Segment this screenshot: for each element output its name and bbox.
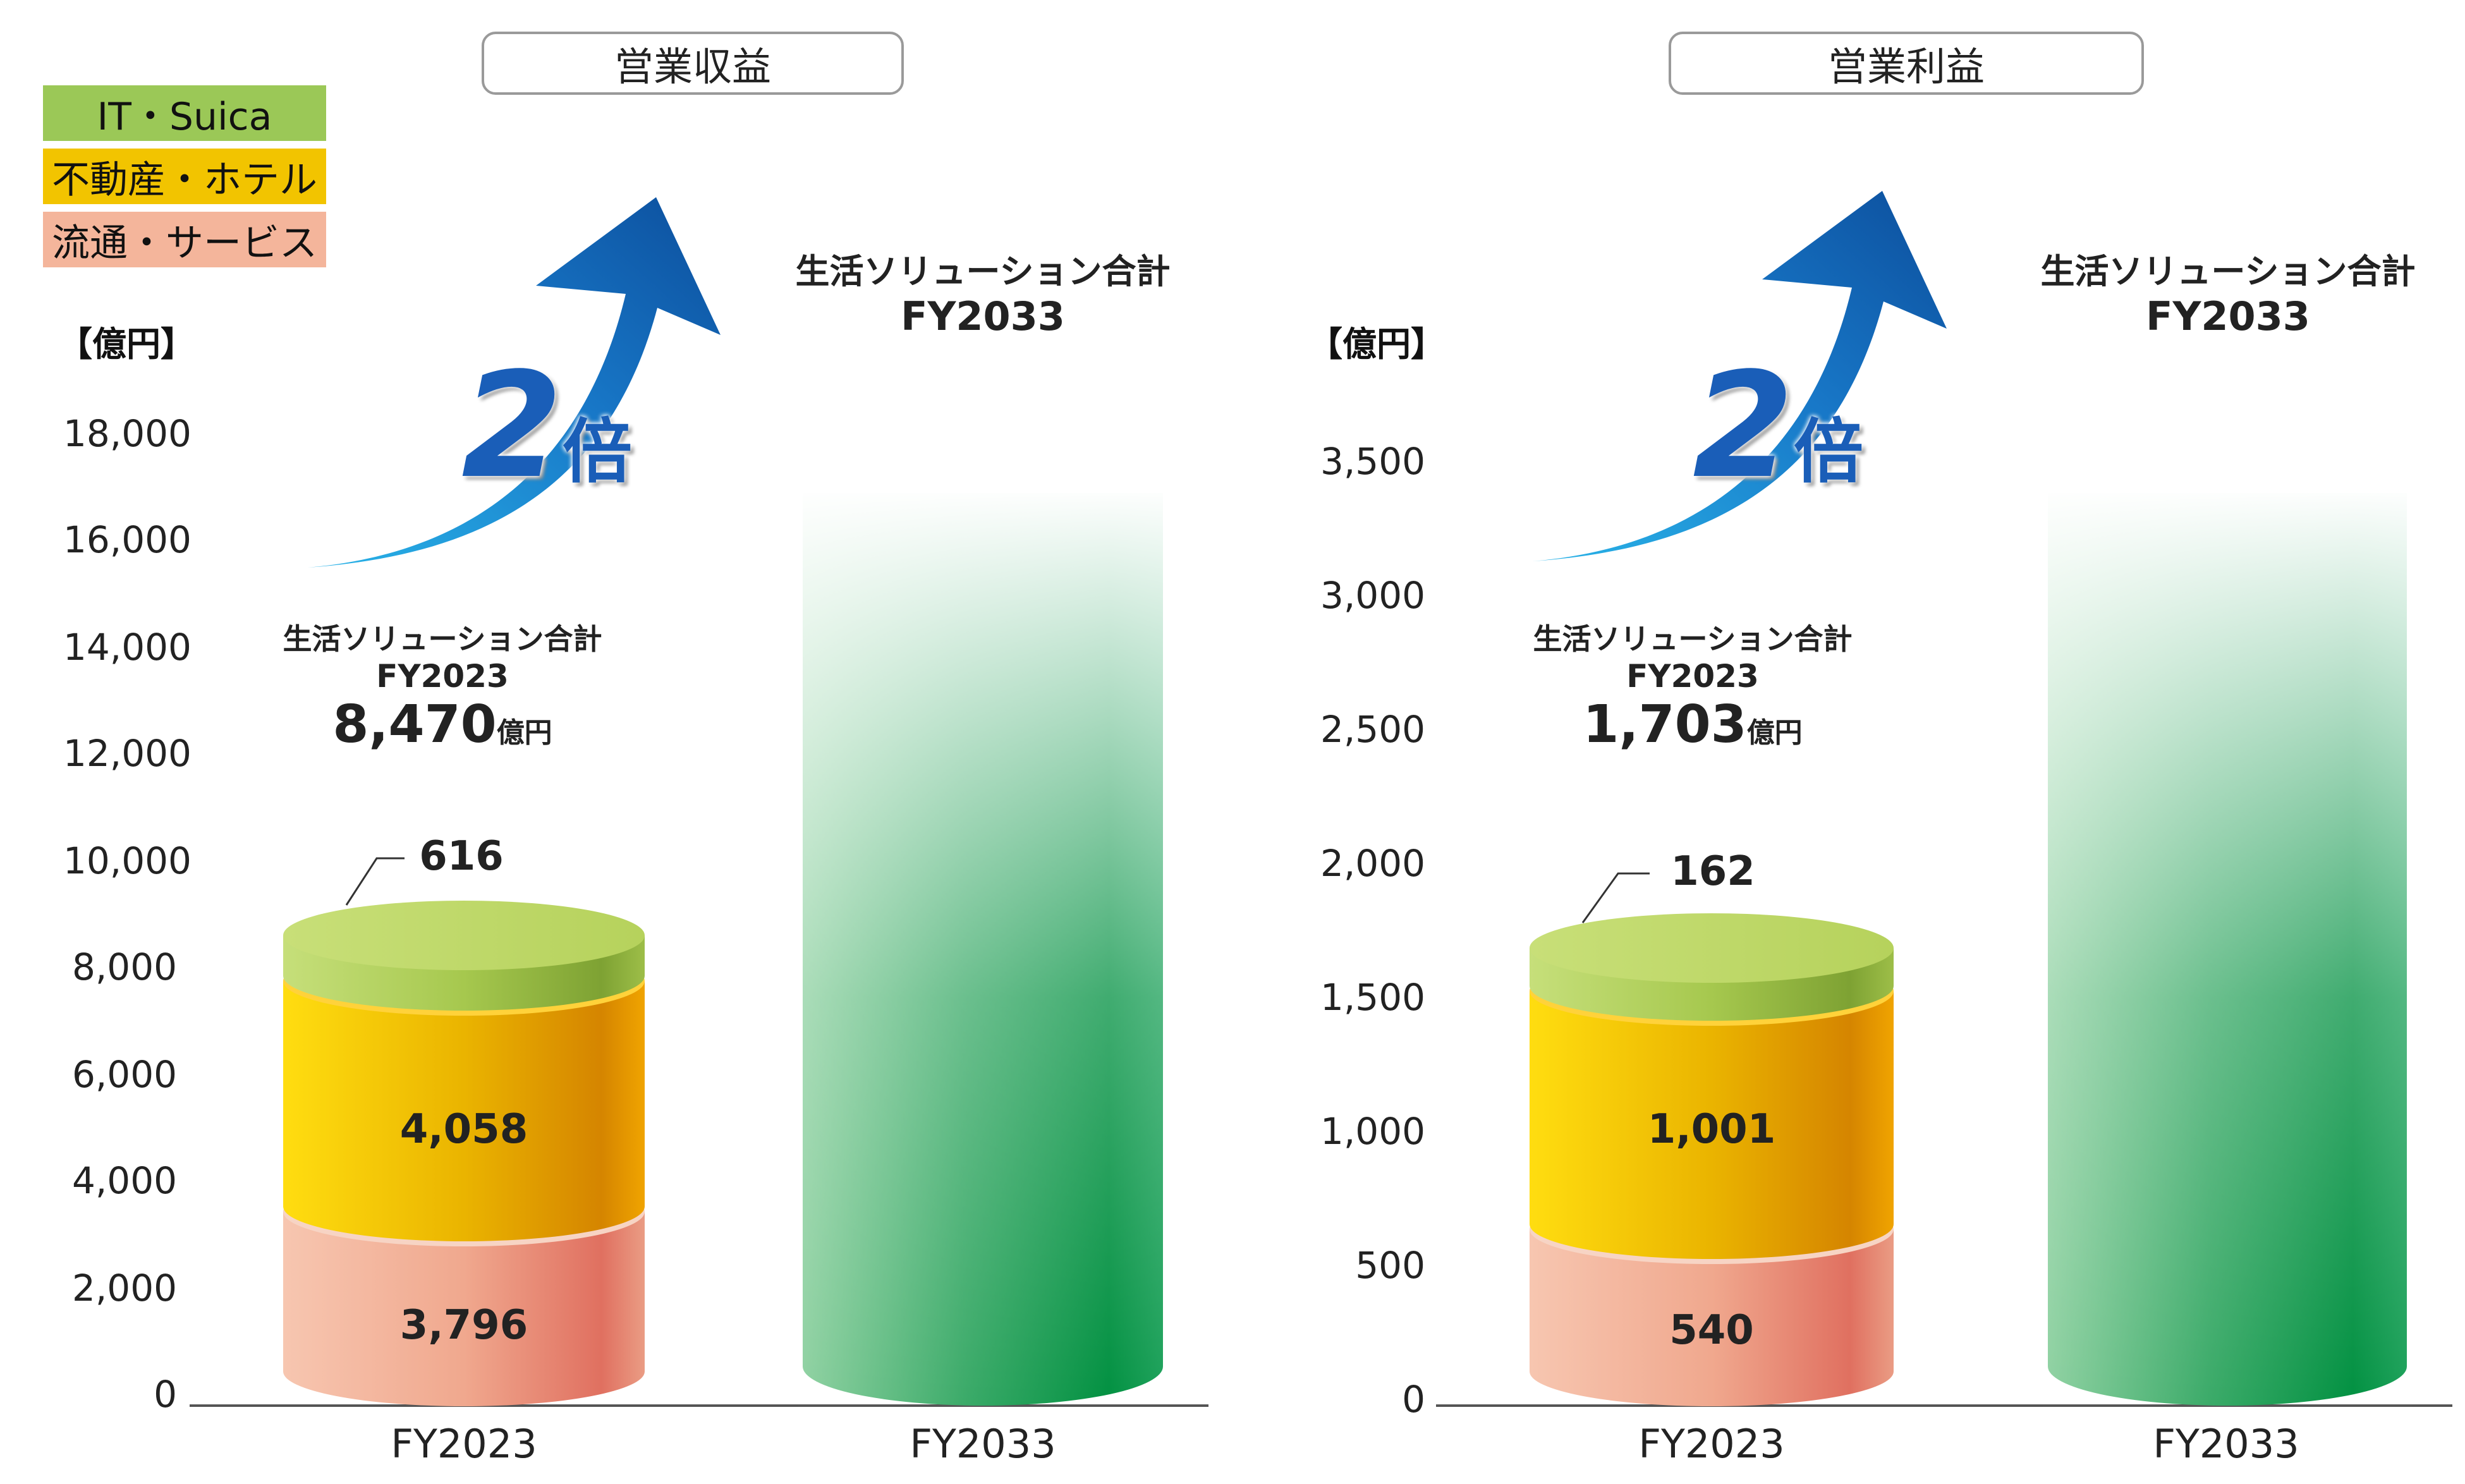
data-label-real-estate-revenue: 4,058 [399, 1106, 528, 1153]
x-label-fy2033-profit: FY2033 [2153, 1421, 2299, 1467]
bar-segment-retail-profit [1530, 1229, 1894, 1406]
tick-label: 3,000 [1320, 574, 1425, 617]
bar-segment-it-revenue-top [283, 901, 645, 970]
current-total-line1: 生活ソリューション合計 [283, 622, 602, 656]
tick-label: 10,000 [63, 839, 192, 882]
tick-label: 8,000 [71, 946, 177, 988]
multiplier-suffix: 倍 [1794, 411, 1864, 492]
target-header-revenue: 生活ソリューション合計 FY2033 [755, 243, 1210, 339]
current-total-line2: FY2023 [376, 658, 509, 695]
tick-label: 1,000 [1320, 1110, 1425, 1153]
y-axis-unit-profit: 【億円】 [1308, 324, 1445, 364]
bar-segment-it-profit-top [1530, 913, 1894, 983]
x-label-fy2033-revenue: FY2033 [910, 1421, 1056, 1467]
current-total-value-row: 8,470億円 [253, 695, 632, 755]
data-label-real-estate-profit: 1,001 [1647, 1106, 1776, 1153]
tick-label: 2,500 [1320, 708, 1425, 751]
legend-label: 不動産・ホテル [52, 157, 317, 202]
current-total-unit: 億円 [1746, 717, 1803, 749]
panel-title-revenue: 営業収益 [482, 32, 904, 95]
tick-label: 14,000 [63, 626, 192, 669]
growth-arrow-profit [1533, 191, 1947, 561]
bar-segment-retail-revenue [283, 1212, 645, 1406]
target-header-profit: 生活ソリューション合計 FY2033 [2000, 243, 2456, 339]
legend-item-it-suica: IT・Suica [43, 85, 326, 141]
tick-label: 2,000 [1320, 842, 1425, 885]
bar-fy2033-profit-fade [2043, 487, 2412, 1416]
leader-line-it-revenue [345, 857, 405, 906]
bar-segment-real-estate-profit [1530, 991, 1894, 1259]
current-total-revenue: 生活ソリューション合計 FY2023 8,470億円 [253, 616, 632, 755]
bar-segment-real-estate-revenue [283, 981, 645, 1241]
x-label-fy2023-profit: FY2023 [1638, 1421, 1785, 1467]
legend-item-retail-service: 流通・サービス [43, 212, 326, 267]
tick-label: 1,500 [1320, 976, 1425, 1019]
bar-fy2033-profit [2043, 487, 2412, 1416]
current-total-unit: 億円 [496, 717, 552, 749]
multiplier-suffix: 倍 [563, 411, 633, 492]
tick-label: 0 [154, 1373, 177, 1416]
tick-label: 18,000 [63, 412, 192, 455]
x-label-fy2023-revenue: FY2023 [391, 1421, 537, 1467]
target-header-line1: 生活ソリューション合計 [795, 252, 1171, 291]
bar-fy2023-revenue [283, 857, 645, 1406]
bar-fy2033-revenue [798, 487, 1168, 1416]
data-label-retail-revenue: 3,796 [399, 1302, 528, 1349]
data-label-retail-profit: 540 [1669, 1307, 1754, 1354]
tick-label: 12,000 [63, 732, 192, 775]
multiplier-label-profit: 2倍 [1693, 354, 1863, 499]
tick-label: 500 [1355, 1244, 1425, 1287]
growth-arrow-revenue [308, 197, 721, 568]
data-label-it-profit: 162 [1671, 848, 1755, 895]
bar-fy2033-revenue-fade [798, 487, 1168, 1416]
current-total-profit: 生活ソリューション合計 FY2023 1,703億円 [1503, 616, 1882, 755]
y-axis-unit-revenue: 【億円】 [58, 324, 195, 364]
legend-label: IT・Suica [97, 94, 272, 139]
tick-label: 6,000 [71, 1053, 177, 1096]
target-header-line2: FY2033 [901, 293, 1065, 339]
tick-label: 0 [1402, 1378, 1425, 1421]
current-total-value-row: 1,703億円 [1503, 695, 1882, 755]
current-total-line2: FY2023 [1626, 658, 1759, 695]
leader-line-it-profit [1581, 872, 1650, 923]
current-total-line1: 生活ソリューション合計 [1533, 622, 1853, 656]
tick-label: 3,500 [1320, 440, 1425, 483]
multiplier-label-revenue: 2倍 [461, 354, 632, 499]
current-total-value: 1,703 [1583, 695, 1747, 755]
data-label-it-revenue: 616 [419, 833, 504, 880]
legend-item-real-estate-hotel: 不動産・ホテル [43, 149, 326, 204]
tick-label: 16,000 [63, 518, 192, 561]
legend-label: 流通・サービス [52, 221, 317, 265]
target-header-line2: FY2033 [2146, 293, 2310, 339]
bar-fy2023-profit [1530, 872, 1894, 1406]
multiplier-number: 2 [461, 342, 563, 511]
target-header-line1: 生活ソリューション合計 [2040, 252, 2416, 291]
multiplier-number: 2 [1693, 342, 1794, 511]
panel-title-operating-profit: 営業利益 [1669, 32, 2144, 95]
tick-label: 2,000 [71, 1267, 177, 1310]
current-total-value: 8,470 [332, 695, 497, 755]
tick-label: 4,000 [71, 1159, 177, 1202]
